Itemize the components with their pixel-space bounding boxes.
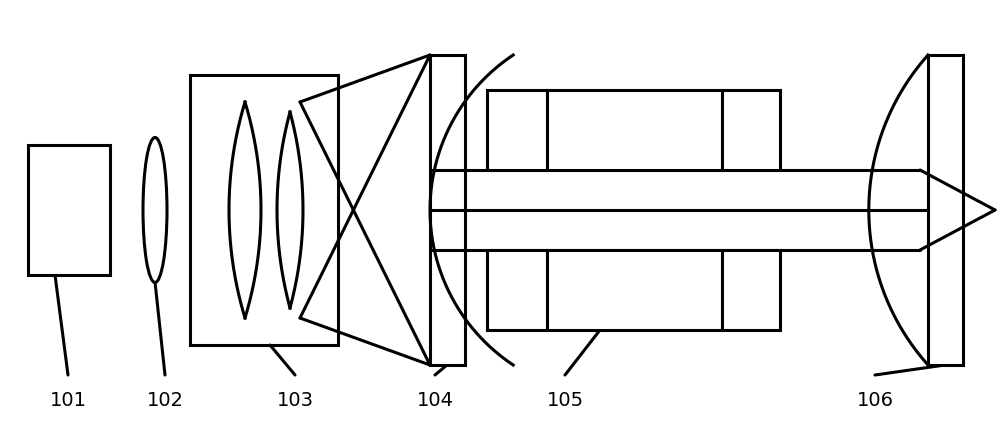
Text: 102: 102 [146, 391, 184, 410]
Bar [722, 250, 780, 330]
Bar [928, 55, 963, 365]
Bar [722, 90, 780, 170]
Text: 106: 106 [856, 391, 894, 410]
Bar [190, 75, 338, 345]
Ellipse shape [143, 138, 167, 282]
Text: 103: 103 [276, 391, 314, 410]
Bar [487, 90, 547, 170]
Text: 105: 105 [546, 391, 584, 410]
Text: 104: 104 [416, 391, 454, 410]
Bar [430, 55, 465, 365]
Text: 101: 101 [50, 391, 87, 410]
Bar [487, 250, 547, 330]
Bar [547, 90, 722, 170]
Bar [28, 145, 110, 275]
Bar [547, 250, 722, 330]
